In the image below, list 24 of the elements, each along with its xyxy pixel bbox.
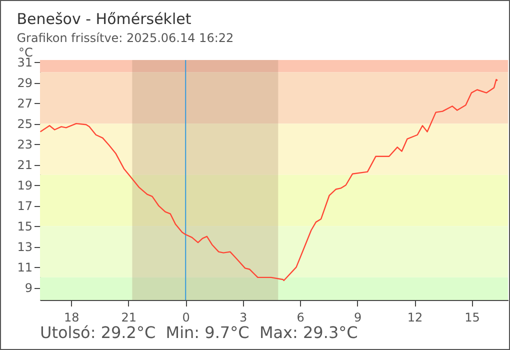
x-tick-label: 12 [407,310,423,324]
y-tick-label: 29 [17,76,32,90]
x-tick-label: 15 [464,310,480,324]
y-tick-label: 31 [17,56,32,70]
y-tick-label: 23 [17,138,32,152]
x-tick-label: 9 [354,310,362,324]
text: Utolsó: 29.2°C Min: 9.7°C Max: 29.3°C [40,323,358,342]
x-tick-label: 6 [296,310,304,324]
x-tick-label: 18 [64,310,80,324]
y-tick-label: 17 [17,199,32,214]
x-tick-label: 3 [240,310,248,324]
y-tick-label: 25 [17,117,32,132]
x-tick-label: 21 [121,310,137,324]
y-tick-label: 21 [17,158,32,172]
y-tick-label: 19 [17,178,32,193]
y-tick-label: 15 [17,220,32,234]
y-tick-label: 13 [17,240,32,254]
y-tick-label: 9 [24,281,32,296]
chart-subtitle: Grafikon frissítve: 2025.06.14 16:22 [16,31,234,45]
x-tick-label: 0 [182,310,190,324]
chart-title: Benešov - Hőmérséklet [16,10,192,28]
y-tick-label: 11 [17,260,32,275]
y-tick-label: 27 [17,96,32,111]
line-series [40,78,498,282]
